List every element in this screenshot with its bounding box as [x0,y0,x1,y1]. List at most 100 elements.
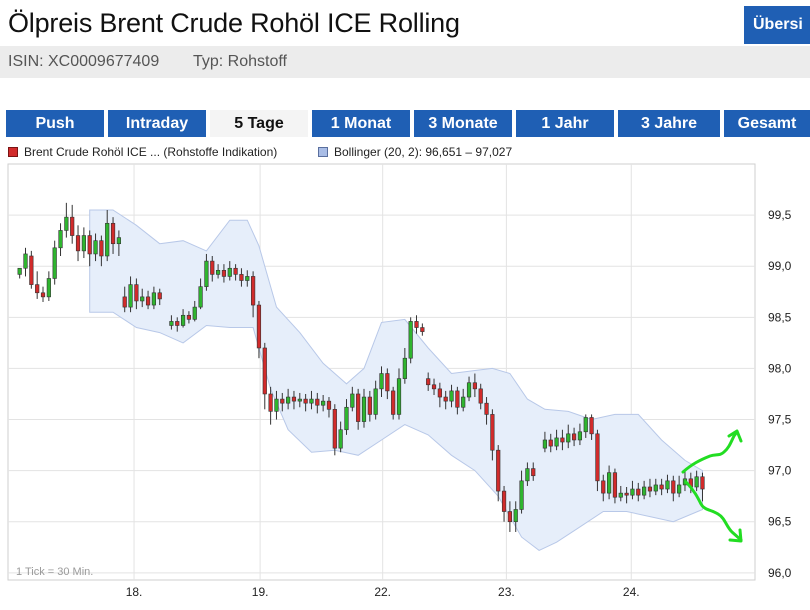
candle [297,392,302,408]
candle [309,390,314,410]
candle [99,235,104,267]
candle-body-down [671,480,676,494]
candle-body-down [122,296,127,308]
tab-1-monat[interactable]: 1 Monat [312,110,410,137]
candle [122,286,127,313]
tick-footnote: 1 Tick = 30 Min. [16,566,93,578]
candle-body-down [601,480,606,494]
candle [589,414,594,440]
candle-body-down [175,321,180,326]
candle-body-down [496,449,501,492]
candle [414,315,419,334]
candle-body-up [350,393,355,408]
candle [426,372,431,391]
candle [577,423,583,446]
candle-body-down [268,393,273,412]
tab-5-tage[interactable]: 5 Tage [210,110,308,137]
candle [595,429,600,492]
candle [326,397,332,418]
candle-body-down [595,433,600,482]
candle [151,286,156,310]
candle-body-up [46,278,51,298]
tab-3-monate[interactable]: 3 Monate [414,110,512,137]
x-tick-label: 19. [252,585,269,599]
y-tick-label: 97,5 [768,413,792,427]
candle [227,261,232,281]
candle [356,388,361,430]
candle [40,286,46,302]
candle-body-down [571,433,577,441]
candle [46,271,51,301]
candle [548,433,553,453]
candle-body-up [344,406,349,431]
x-tick-label: 18. [126,585,143,599]
candle-body-down [303,398,308,404]
candle-body-down [548,439,553,447]
candle-body-down [443,396,448,402]
candle [75,225,81,262]
annotation-down-line [684,480,743,542]
candle [612,468,618,504]
candle-body-up [461,396,466,408]
candle-body-down [659,484,664,490]
tab-intraday[interactable]: Intraday [108,110,206,137]
candle [642,480,647,500]
candle-body-down [700,476,705,490]
candle [215,264,221,279]
annotation-down-arrowhead [728,528,743,543]
y-tick-label: 98,5 [768,310,792,324]
tab-push[interactable]: Push [6,110,104,137]
candle-body-down [186,314,192,320]
candle [507,501,512,532]
candle [268,386,273,425]
tab-1-jahr[interactable]: 1 Jahr [516,110,614,137]
candle [373,380,378,420]
x-tick-label: 23. [498,585,515,599]
candle-body-up [466,382,472,398]
candle [665,474,670,494]
candle [262,342,267,410]
candle-body-down [472,382,477,390]
candle [472,373,477,398]
candle-body-up [198,286,203,308]
candle [175,317,180,332]
candle-body-down [210,260,215,275]
candle-body-up [513,509,518,523]
candle-body-down [431,384,437,390]
candle-body-up [23,253,28,269]
candle [303,393,308,412]
candle-body-down [256,304,262,349]
candle [396,368,402,420]
candle [624,486,629,504]
candle-body-down [391,390,396,415]
candle [291,390,297,410]
candle [344,399,349,435]
tab-3-jahre[interactable]: 3 Jahre [618,110,720,137]
candle-body-up [449,390,454,402]
candle-body-down [624,492,629,496]
isin-label: ISIN: XC0009677409 [8,53,160,70]
candle [490,409,495,461]
candle-body-up [554,437,559,447]
candle-body-up [151,292,156,306]
candle-body-up [105,222,110,257]
tab-gesamt[interactable]: Gesamt [724,110,810,137]
y-tick-label: 97,0 [768,464,792,478]
candle [204,253,209,291]
candle [484,397,489,425]
candle [192,300,197,322]
candle [17,267,22,279]
annotation-up-line [681,430,739,474]
legend-label-price: Brent Crude Rohöl ICE ... (Rohstoffe Ind… [24,145,278,159]
candle [420,323,425,336]
candle-body-down [40,292,46,298]
candle-body-down [99,240,104,257]
candle-body-up [321,400,326,406]
legend-swatch-price [8,147,18,157]
candle-body-down [332,409,337,449]
overview-button[interactable]: Übersi [744,6,810,44]
candle [58,223,63,256]
candle-body-up [408,321,413,359]
candle [274,390,279,420]
candle [478,383,483,410]
